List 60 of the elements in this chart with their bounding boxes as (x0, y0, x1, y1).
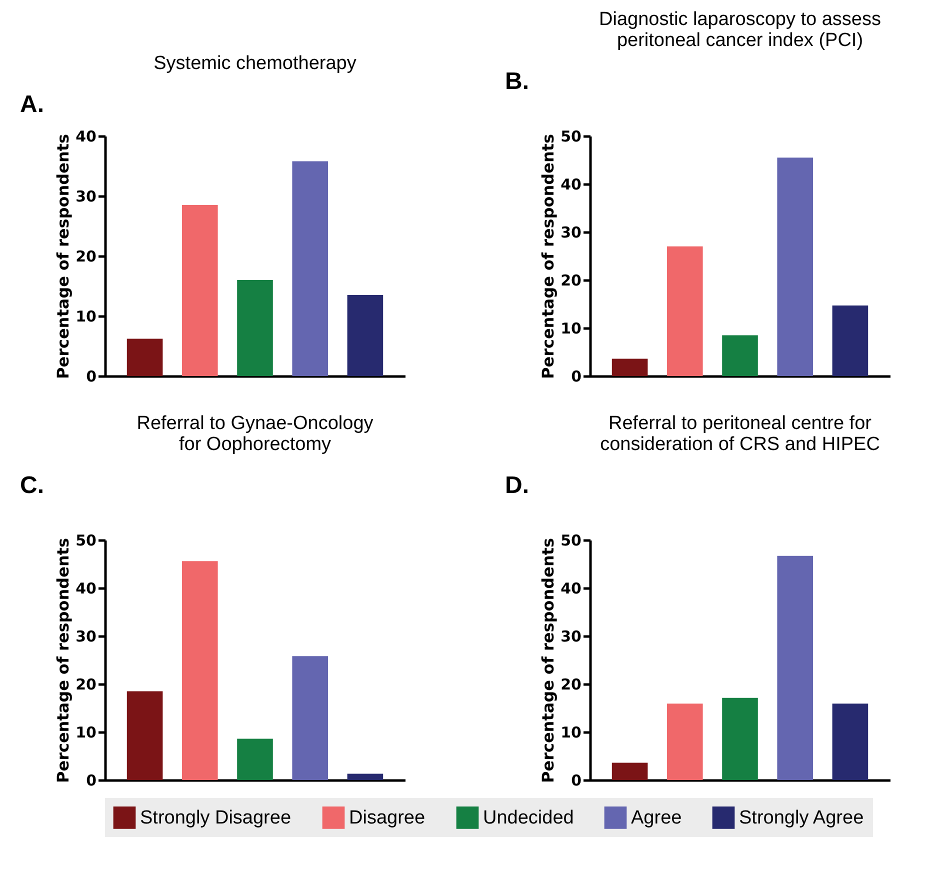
legend-label: Undecided (483, 808, 574, 829)
y-tick-label: 40 (76, 580, 96, 598)
y-tick-label: 50 (76, 532, 96, 550)
y-tick-label: 30 (560, 224, 582, 242)
legend-label: Strongly Disagree (140, 808, 292, 829)
bar (666, 246, 703, 376)
y-axis-title: Percentage of respondents (538, 538, 558, 784)
bar (126, 338, 163, 376)
bar (612, 762, 648, 780)
bar (777, 556, 814, 780)
y-tick-label: 10 (76, 308, 96, 326)
text: B. (505, 68, 529, 95)
y-tick-label: 0 (86, 772, 96, 790)
y-tick-label: 10 (76, 724, 96, 742)
text: C. (20, 472, 44, 499)
y-tick-label: 20 (560, 272, 582, 290)
y-tick-label: 10 (560, 724, 582, 742)
legend-label: Agree (631, 808, 682, 829)
bar (182, 205, 218, 376)
y-tick-label: 10 (560, 320, 582, 338)
y-tick-label: 20 (76, 248, 96, 266)
chart-title: Systemic chemotherapy (154, 53, 357, 74)
bar (126, 691, 163, 780)
bar (237, 738, 273, 780)
bar (722, 698, 758, 780)
y-tick-label: 20 (76, 676, 96, 694)
bar (612, 358, 648, 376)
y-tick-label: 40 (76, 128, 96, 146)
y-tick-label: 20 (560, 676, 582, 694)
legend-label: Strongly Agree (739, 808, 864, 829)
y-axis-title: Percentage of respondents (54, 538, 73, 784)
y-tick-label: 0 (571, 772, 582, 790)
y-tick-label: 40 (560, 580, 582, 598)
text: A. (20, 91, 44, 118)
bar (777, 158, 814, 376)
chart-title: Diagnostic laparoscopy to assess peritoneal cancer index (PCI) (599, 9, 881, 51)
y-tick-label: 30 (76, 188, 96, 206)
bar (182, 561, 218, 780)
y-tick-label: 40 (560, 176, 582, 194)
y-axis-title: Percentage of respondents (54, 134, 73, 380)
legend-label: Disagree (349, 808, 426, 829)
bar (237, 280, 273, 376)
text: D. (505, 472, 529, 499)
y-tick-label: 0 (571, 368, 582, 386)
bar (292, 161, 328, 376)
chart-title: Referral to peritoneal centre for consideration of CRS and HIPEC (600, 413, 880, 455)
bar (292, 656, 328, 780)
bar (832, 305, 868, 376)
bar (666, 704, 703, 780)
y-tick-label: 30 (560, 628, 582, 646)
bar (347, 295, 384, 376)
bar (347, 774, 384, 780)
y-axis-title: Percentage of respondents (538, 134, 558, 380)
y-tick-label: 50 (560, 128, 582, 146)
y-tick-label: 30 (76, 628, 96, 646)
y-tick-label: 50 (560, 532, 582, 550)
chart-title: Referral to Gynae-Oncology for Oophorectomy (136, 413, 374, 455)
y-tick-label: 0 (86, 368, 96, 386)
bar (832, 704, 868, 780)
bar (722, 335, 758, 376)
